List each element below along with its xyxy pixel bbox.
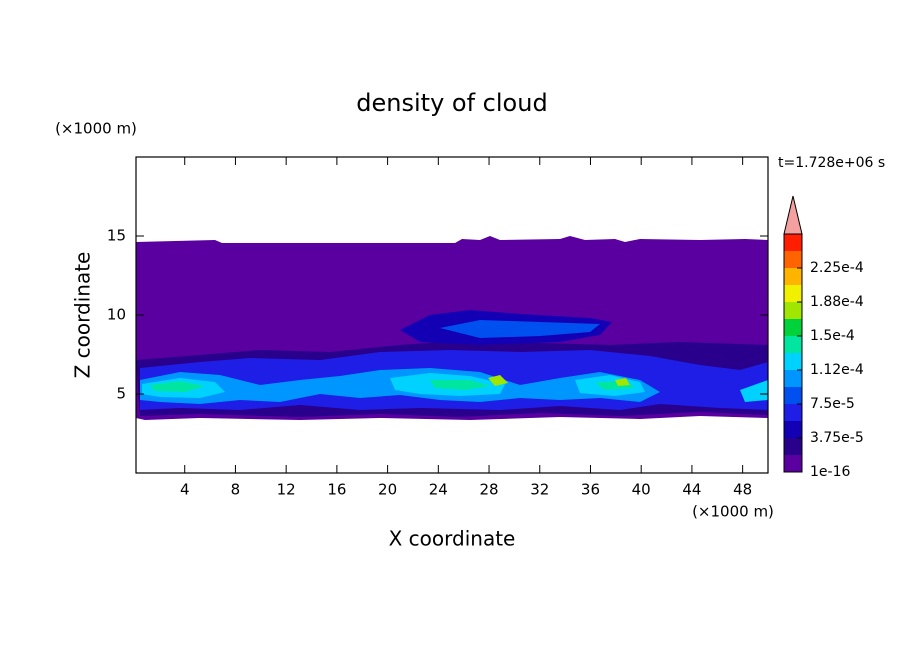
x-tick-label: 4 bbox=[180, 481, 190, 499]
contour-region bbox=[440, 320, 600, 338]
y-axis-title: Z coordinate bbox=[71, 252, 95, 379]
x-tick-label: 20 bbox=[378, 481, 397, 499]
colorbar-swatch bbox=[784, 336, 802, 353]
colorbar-swatch bbox=[784, 251, 802, 268]
x-tick-label: 48 bbox=[733, 481, 752, 499]
colorbar-swatch bbox=[784, 268, 802, 285]
x-tick-label: 36 bbox=[581, 481, 600, 499]
time-label: t=1.728e+06 s bbox=[778, 155, 885, 171]
colorbar-tick-label: 1.12e-4 bbox=[810, 362, 864, 378]
colorbar-swatch bbox=[784, 234, 802, 251]
colorbar-tick-label: 3.75e-5 bbox=[810, 430, 864, 446]
colorbar-swatch bbox=[784, 404, 802, 421]
colorbar-swatch bbox=[784, 302, 802, 319]
colorbar-tick-label: 1.88e-4 bbox=[810, 294, 864, 310]
x-tick-label: 24 bbox=[429, 481, 448, 499]
colorbar-tick-label: 2.25e-4 bbox=[810, 260, 864, 276]
colorbar-swatch bbox=[784, 285, 802, 302]
y-unit: (×1000 m) bbox=[55, 120, 137, 138]
y-tick-label: 15 bbox=[107, 227, 126, 245]
colorbar-swatch bbox=[784, 455, 802, 472]
colorbar-extension bbox=[783, 195, 803, 235]
colorbar-swatch bbox=[784, 421, 802, 438]
contour-field bbox=[136, 236, 768, 420]
x-tick-label: 40 bbox=[632, 481, 651, 499]
x-axis-title: X coordinate bbox=[389, 527, 516, 551]
colorbar-tick-label: 1.5e-4 bbox=[810, 328, 855, 344]
x-tick-label: 28 bbox=[479, 481, 498, 499]
x-unit: (×1000 m) bbox=[692, 503, 774, 521]
y-tick-label: 10 bbox=[107, 306, 126, 324]
colorbar-swatch bbox=[784, 353, 802, 370]
chart-title: density of cloud bbox=[356, 89, 547, 117]
x-tick-label: 44 bbox=[682, 481, 701, 499]
x-tick-label: 16 bbox=[327, 481, 346, 499]
colorbar-swatch bbox=[784, 438, 802, 455]
colorbar-tick-label: 1e-16 bbox=[810, 464, 850, 480]
colorbar-swatch bbox=[784, 387, 802, 404]
x-tick-label: 32 bbox=[530, 481, 549, 499]
x-tick-label: 8 bbox=[231, 481, 241, 499]
y-tick-label: 5 bbox=[116, 385, 126, 403]
colorbar-swatch bbox=[784, 370, 802, 387]
colorbar-tick-label: 7.5e-5 bbox=[810, 396, 855, 412]
colorbar-frame bbox=[783, 233, 803, 473]
colorbar-swatch bbox=[784, 319, 802, 336]
colorbar: 1e-16 3.75e-5 7.5e-5 1.12e-4 1.5e-4 1.88e-4 2.… bbox=[783, 195, 864, 480]
x-tick-label: 12 bbox=[277, 481, 296, 499]
